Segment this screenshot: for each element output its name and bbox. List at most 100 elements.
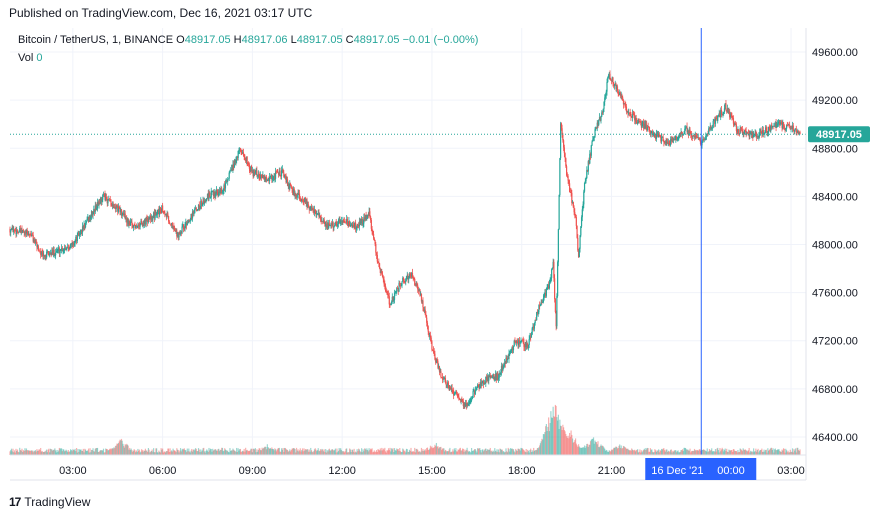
candle-body [44, 255, 46, 257]
candle-body [566, 175, 568, 177]
candle-body [52, 249, 54, 254]
volume-bar [704, 450, 706, 455]
candle-body [450, 388, 452, 389]
volume-bar [342, 451, 344, 455]
volume-bar [156, 448, 158, 455]
volume-bar [302, 451, 304, 455]
volume-bar [346, 452, 349, 455]
candle-body [286, 179, 289, 186]
candle-body [10, 229, 12, 233]
volume-bar [242, 451, 245, 455]
candle-body [280, 174, 282, 177]
volume-bar [388, 450, 390, 455]
volume-bar [378, 449, 380, 455]
candle-body [552, 261, 554, 268]
candle-body [164, 212, 166, 215]
volume-bar [738, 452, 740, 455]
candle-body [185, 222, 188, 226]
volume-bar [582, 447, 584, 455]
candle-body [623, 103, 625, 105]
volume-bar [226, 450, 228, 455]
candle-body [228, 172, 230, 179]
candle-body [794, 128, 797, 130]
volume-bar [660, 450, 662, 455]
volume-bar [383, 449, 385, 455]
candle-body [138, 224, 140, 226]
tradingview-logo[interactable]: 17 TradingView [9, 495, 90, 509]
candle-body [629, 112, 631, 114]
candle-body [666, 141, 668, 144]
volume-bar [420, 447, 423, 455]
candle-body [143, 222, 145, 225]
candle-body [533, 323, 536, 329]
volume-bar [409, 450, 411, 455]
volume-bar [345, 448, 347, 455]
volume-bar [527, 449, 529, 455]
candle-body [242, 152, 244, 154]
candle-body [99, 198, 102, 204]
candle-body [586, 170, 588, 179]
candle-body [456, 391, 458, 394]
candle-body [689, 129, 691, 134]
volume-bar [732, 449, 735, 455]
candle-body [178, 233, 180, 238]
candle-body [283, 175, 286, 177]
volume-bar [711, 448, 713, 455]
candle-body [785, 128, 787, 130]
volume-bar [352, 449, 354, 455]
candle-body [18, 231, 20, 233]
volume-bar [571, 434, 573, 455]
candle-body [718, 113, 720, 115]
volume-bar [701, 449, 703, 455]
volume-bar [759, 450, 761, 455]
volume-bar [533, 450, 536, 455]
candle-body [263, 175, 265, 179]
candle-body [579, 235, 581, 249]
volume-bar [374, 452, 376, 455]
volume-bar [254, 449, 256, 455]
candle-body [512, 346, 515, 351]
candle-body [626, 110, 628, 112]
volume-bar [89, 448, 91, 455]
candle-body [655, 136, 657, 139]
volume-bar [529, 449, 531, 455]
volume-bar [718, 452, 720, 455]
candle-body [133, 225, 135, 226]
volume-bar [513, 451, 515, 455]
candle-body [507, 358, 509, 360]
volume-bar [50, 449, 52, 455]
candle-body [709, 126, 711, 130]
volume-bar [776, 449, 779, 455]
volume-bar [424, 449, 426, 455]
volume-bar [256, 449, 258, 455]
volume-bar [195, 448, 197, 455]
volume-bar [141, 449, 143, 455]
candle-body [357, 225, 359, 226]
volume-bar [494, 448, 496, 455]
volume-bar [778, 449, 780, 455]
close-label: C [345, 34, 354, 46]
volume-bar [364, 448, 366, 455]
candle-body [545, 288, 548, 296]
candle-body [634, 117, 637, 121]
volume-bar [705, 451, 708, 455]
candle-body [65, 249, 67, 250]
volume-bar [547, 426, 549, 455]
volume-bar [734, 450, 736, 455]
candle-body [527, 344, 530, 349]
volume-bar [322, 449, 324, 455]
volume-bar [123, 447, 126, 455]
candle-body [205, 200, 207, 202]
volume-bar [447, 451, 449, 455]
candle-body [294, 194, 296, 197]
candle-body [23, 231, 25, 233]
candle-body [203, 200, 206, 204]
volume-bar [117, 443, 119, 455]
symbol-name[interactable]: Bitcoin / TetherUS, 1, BINANCE [18, 34, 174, 46]
volume-bar [488, 449, 490, 455]
volume-bar [380, 450, 382, 455]
volume-bar [496, 449, 498, 455]
candle-body [480, 382, 482, 387]
volume-bar [163, 451, 165, 455]
